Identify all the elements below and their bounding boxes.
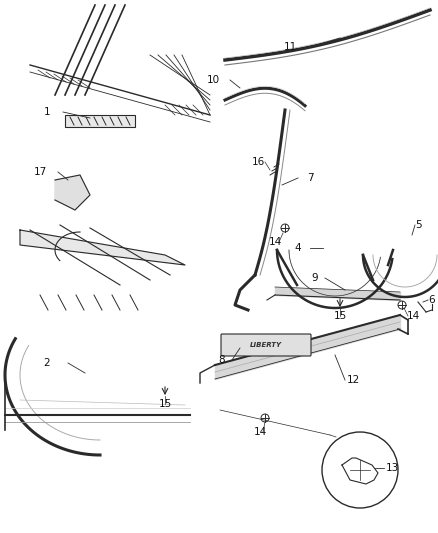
Text: 17: 17 — [33, 167, 46, 177]
Text: LIBERTY: LIBERTY — [250, 342, 282, 348]
Text: 15: 15 — [159, 399, 172, 409]
Text: 5: 5 — [415, 220, 421, 230]
Text: 8: 8 — [219, 355, 225, 365]
Text: 7: 7 — [307, 173, 313, 183]
Text: 9: 9 — [312, 273, 318, 283]
Text: 4: 4 — [295, 243, 301, 253]
Text: 10: 10 — [206, 75, 219, 85]
Text: 14: 14 — [268, 237, 282, 247]
Polygon shape — [55, 175, 90, 210]
Text: 11: 11 — [283, 42, 297, 52]
Bar — [65, 115, 135, 127]
Text: 15: 15 — [333, 311, 346, 321]
Text: 6: 6 — [429, 295, 435, 305]
Text: 2: 2 — [44, 358, 50, 368]
Text: 12: 12 — [346, 375, 360, 385]
Text: 16: 16 — [251, 157, 265, 167]
Polygon shape — [20, 230, 185, 265]
Text: 14: 14 — [406, 311, 420, 321]
Text: 1: 1 — [44, 107, 50, 117]
Text: 14: 14 — [253, 427, 267, 437]
Text: 13: 13 — [385, 463, 399, 473]
FancyBboxPatch shape — [221, 334, 311, 356]
